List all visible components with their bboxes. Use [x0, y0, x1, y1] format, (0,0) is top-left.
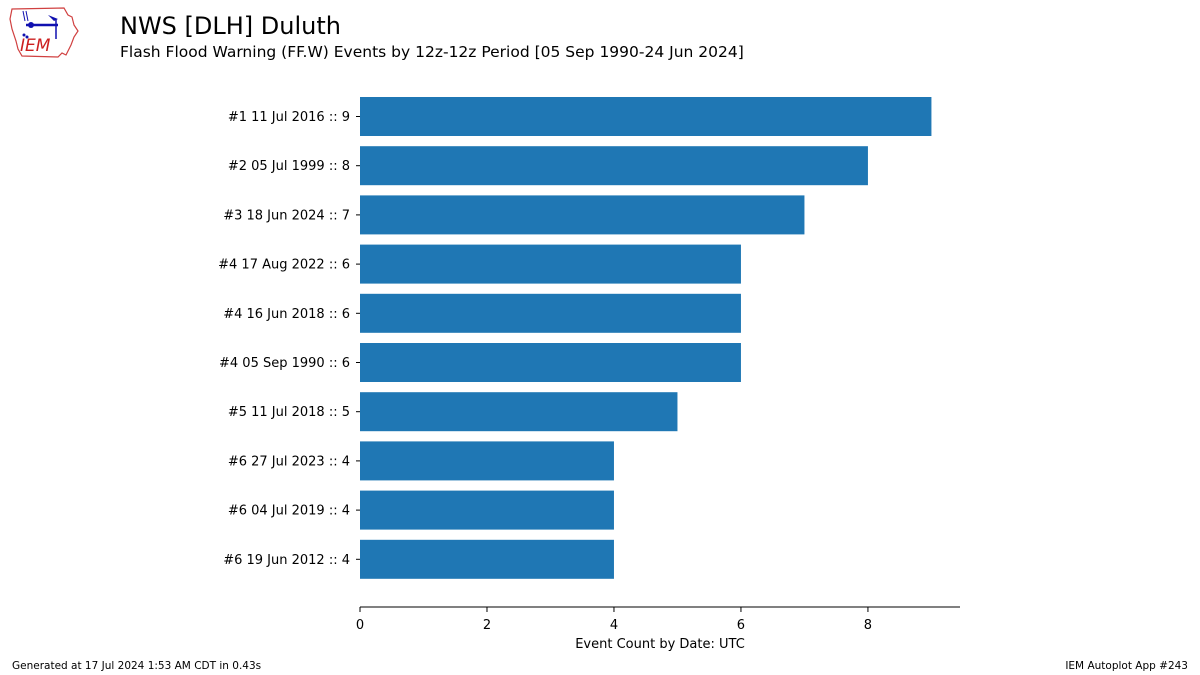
y-tick-label: #5 11 Jul 2018 :: 5 [228, 405, 350, 420]
y-tick-label: #4 05 Sep 1990 :: 6 [219, 356, 350, 371]
bar [360, 244, 741, 284]
bar [360, 293, 741, 333]
bar [360, 343, 741, 382]
iem-logo-text: IEM [20, 36, 51, 56]
y-tick-labels: #1 11 Jul 2016 :: 9#2 05 Jul 1999 :: 8#3… [218, 110, 360, 568]
chart-subtitle: Flash Flood Warning (FF.W) Events by 12z… [120, 43, 744, 61]
bar [360, 146, 868, 186]
x-tick-label: 6 [737, 618, 745, 633]
y-tick-label: #3 18 Jun 2024 :: 7 [223, 208, 350, 223]
y-tick-label: #6 04 Jul 2019 :: 4 [228, 504, 350, 519]
iem-logo: IEM [8, 5, 80, 59]
chart-title: NWS [DLH] Duluth [120, 12, 341, 40]
y-tick-label: #4 16 Jun 2018 :: 6 [223, 307, 350, 322]
x-tick-label: 8 [864, 618, 872, 633]
x-tick-label: 0 [356, 618, 364, 633]
bar [360, 195, 805, 235]
y-tick-label: #2 05 Jul 1999 :: 8 [228, 159, 350, 174]
y-tick-label: #1 11 Jul 2016 :: 9 [228, 110, 350, 125]
bar [360, 441, 614, 481]
generated-footer: Generated at 17 Jul 2024 1:53 AM CDT in … [12, 660, 262, 672]
y-tick-label: #6 19 Jun 2012 :: 4 [223, 553, 350, 568]
x-axis: 0 2 4 6 8 [356, 606, 960, 633]
x-tick-label: 4 [610, 618, 618, 633]
bar [360, 392, 678, 432]
app-footer: IEM Autoplot App #243 [1065, 660, 1188, 672]
x-tick-label: 2 [483, 618, 491, 633]
y-tick-label: #4 17 Aug 2022 :: 6 [218, 258, 350, 273]
x-axis-label: Event Count by Date: UTC [575, 637, 745, 652]
y-tick-label: #6 27 Jul 2023 :: 4 [228, 454, 350, 469]
bars-group [360, 97, 932, 579]
bar [360, 490, 614, 530]
bar [360, 539, 614, 579]
bar [360, 97, 932, 136]
